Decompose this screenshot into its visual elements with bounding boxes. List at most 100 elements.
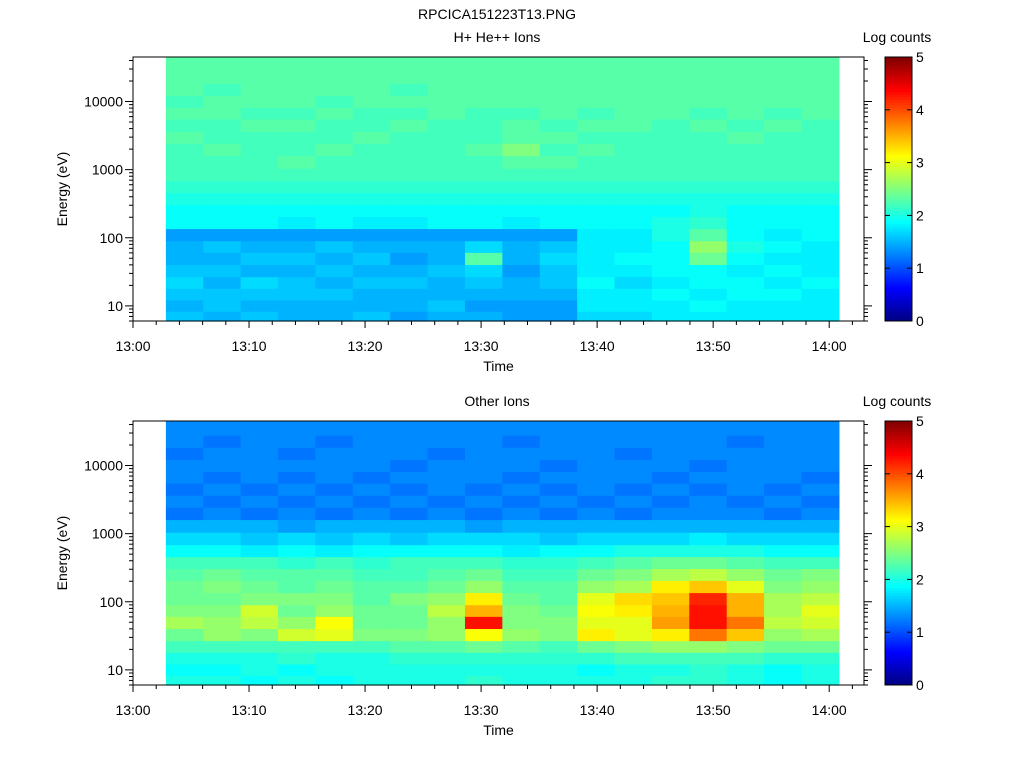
heatmap-cell (464, 495, 503, 508)
heatmap-cell (651, 663, 690, 676)
colorbar-segment (885, 487, 912, 491)
heatmap-cell (539, 580, 578, 594)
heatmap-cell (240, 447, 279, 461)
heatmap-cell (577, 131, 616, 144)
heatmap-cell (539, 628, 578, 642)
heatmap-cell (689, 652, 728, 665)
heatmap-cell (278, 628, 317, 642)
colorbar-segment (885, 521, 912, 525)
heatmap-cell (726, 168, 765, 182)
heatmap-cell (278, 483, 317, 496)
colorbar-segment (885, 452, 912, 456)
heatmap-cell (651, 471, 690, 484)
heatmap-cell (764, 471, 803, 484)
colorbar-segment (885, 173, 912, 177)
heatmap-cell (240, 495, 279, 508)
heatmap-cell (203, 252, 242, 266)
heatmap-cell (764, 143, 803, 157)
heatmap-cell (801, 447, 840, 461)
heatmap-cell (689, 471, 728, 484)
heatmap-cell (390, 95, 429, 108)
heatmap-cell (651, 264, 690, 278)
heatmap-cell (651, 507, 690, 521)
heatmap-cell (764, 616, 803, 630)
heatmap-cell (801, 435, 840, 448)
colorbar-tick-label: 0 (916, 313, 924, 329)
x-tick-label: 14:00 (812, 702, 847, 718)
heatmap-cell (801, 311, 840, 322)
heatmap-cell (726, 276, 765, 289)
heatmap-cell (801, 592, 840, 606)
heatmap-cell (278, 119, 317, 132)
heatmap-cell (278, 192, 317, 206)
heatmap-cell (427, 592, 466, 606)
heatmap-cell (764, 57, 803, 72)
heatmap-cell (651, 640, 690, 653)
heatmap-cell (390, 288, 429, 301)
colorbar-tick-label: 3 (916, 519, 924, 535)
heatmap-cell (240, 568, 279, 581)
heatmap-cell (577, 604, 616, 617)
heatmap-cell (539, 299, 578, 312)
colorbar-segment (885, 294, 912, 298)
colorbar-tick-label: 2 (916, 207, 924, 223)
heatmap-cell (464, 252, 503, 266)
heatmap-cell (352, 180, 391, 194)
colorbar-segment (885, 674, 912, 678)
heatmap-cell (203, 447, 242, 461)
heatmap-cell (801, 663, 840, 676)
heatmap-cell (240, 435, 279, 448)
heatmap-cell (427, 180, 466, 194)
heatmap-cell (689, 421, 728, 436)
colorbar-segment (885, 516, 912, 520)
heatmap-cell (278, 447, 317, 461)
heatmap-cell (352, 495, 391, 508)
heatmap-cell (278, 640, 317, 653)
heatmap-cell (315, 421, 354, 436)
heatmap-cell (278, 568, 317, 581)
heatmap-cell (464, 71, 503, 84)
colorbar-segment (885, 634, 912, 638)
heatmap-cell (577, 532, 616, 546)
heatmap-cell (726, 288, 765, 301)
heatmap-cell (577, 483, 616, 496)
heatmap-cell (390, 628, 429, 642)
heatmap-cell (651, 459, 690, 472)
heatmap-cell (203, 640, 242, 653)
heatmap-cell (278, 107, 317, 120)
y-axis-label: Energy (eV) (54, 516, 70, 591)
heatmap-cell (240, 556, 279, 570)
colorbar-segment (885, 566, 912, 570)
heatmap-cell (203, 592, 242, 606)
heatmap-cell (689, 168, 728, 182)
heatmap-cell (240, 192, 279, 206)
heatmap-cell (165, 240, 204, 253)
heatmap-cell (315, 507, 354, 521)
heatmap-cell (352, 471, 391, 484)
heatmap-cell (352, 311, 391, 322)
y-tick-label: 100 (100, 594, 124, 610)
heatmap-cell (577, 155, 616, 169)
heatmap-cell (240, 276, 279, 289)
heatmap-cell (240, 544, 279, 558)
heatmap-cell (539, 71, 578, 84)
colorbar-segment (885, 99, 912, 103)
heatmap-cell (165, 57, 204, 72)
heatmap-cell (801, 459, 840, 472)
colorbar-segment (885, 80, 912, 84)
heatmap-cell (315, 640, 354, 653)
heatmap-cell (390, 483, 429, 496)
heatmap-cell (278, 264, 317, 278)
heatmap-cell (577, 57, 616, 72)
heatmap-cell (614, 568, 653, 581)
heatmap-cell (203, 119, 242, 132)
heatmap-cell (278, 204, 317, 217)
colorbar-segment (885, 653, 912, 657)
heatmap-cell (165, 168, 204, 182)
heatmap-cell (764, 447, 803, 461)
heatmap-cell (165, 180, 204, 194)
heatmap-cell (726, 299, 765, 312)
heatmap-cell (315, 556, 354, 570)
heatmap-cell (502, 459, 541, 472)
colorbar-segment (885, 523, 912, 528)
